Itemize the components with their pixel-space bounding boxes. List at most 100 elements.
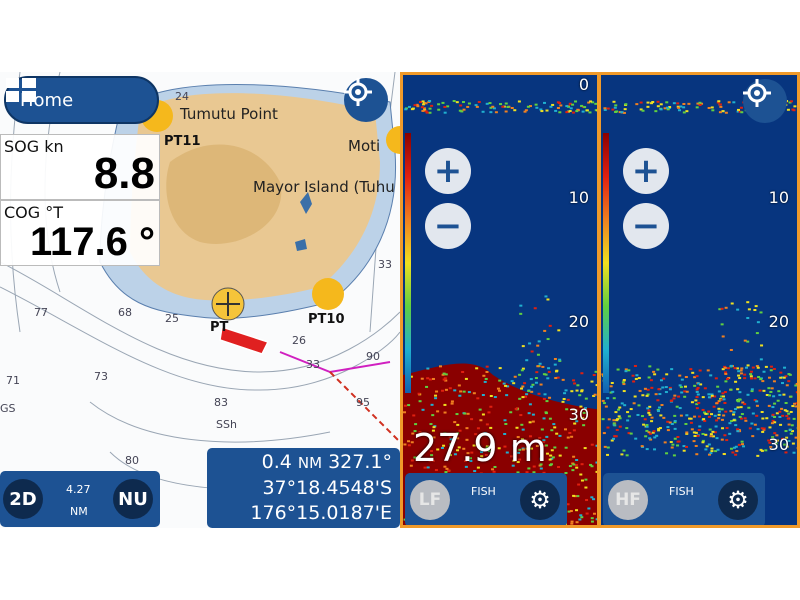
echo-return [484,377,488,380]
echo-return [744,419,748,422]
echo-return [621,381,625,384]
echo-return [695,375,699,378]
echo-return [410,441,414,444]
echo-return [645,394,649,397]
echo-return [407,440,411,443]
echo-return [772,380,776,383]
sonar-mode[interactable]: FISH [471,485,496,498]
depth-tick: 30 [568,405,589,424]
echo-return [771,436,775,439]
home-button[interactable]: Home [4,76,159,124]
sog-databox[interactable]: SOG kn 8.8 [0,134,160,200]
cog-databox[interactable]: COG °T 117.6 ° [0,200,160,266]
echo-return [480,451,484,454]
echo-return [784,402,788,405]
depth-tick: 10 [768,188,789,207]
echo-return [589,463,593,466]
sonar-lf-view[interactable]: + − 0 10 20 30 27.9 m LF FISH ⚙ [400,72,600,528]
echo-return [641,394,645,397]
echo-return [625,427,629,430]
echo-return [696,393,700,396]
echo-return [643,418,647,421]
echo-return [431,414,435,417]
echo-return [656,368,660,371]
echo-return [419,101,423,104]
settings-button[interactable]: ⚙ [718,480,758,520]
sonar-hf-view[interactable]: + − 10 20 30 HF FISH ⚙ [600,72,800,528]
zoom-in-button[interactable]: + [623,148,669,194]
zoom-in-button[interactable]: + [425,148,471,194]
echo-return [485,445,489,448]
echo-return [636,413,640,416]
echo-return [786,417,790,420]
echo-return [505,451,509,454]
echo-return [791,405,795,408]
waypoint-label[interactable]: PT10 [308,312,345,327]
echo-return [683,390,687,393]
sog-value: 8.8 [93,149,155,198]
echo-return [612,422,616,425]
echo-return [683,385,687,388]
zoom-out-button[interactable]: − [623,203,669,249]
echo-return [748,427,752,430]
echo-return [672,102,676,105]
echo-return [727,101,731,104]
echo-return [685,445,689,448]
echo-return [404,108,408,111]
echo-return [566,110,570,113]
echo-return [743,417,747,420]
echo-return [466,412,470,415]
echo-return [629,432,633,435]
orientation-toggle[interactable]: NU [113,479,153,519]
echo-return [573,495,577,498]
echo-return [539,108,543,111]
echo-return [528,421,532,424]
echo-return [740,367,744,370]
echo-return [685,414,689,417]
echo-return [615,110,619,113]
echo-return [722,453,726,456]
echo-return [502,382,506,385]
depth-label: 73 [94,370,108,383]
sonar-mode[interactable]: FISH [669,485,694,498]
echo-return [604,405,608,408]
echo-return [579,473,583,476]
echo-return [510,455,514,458]
frequency-button[interactable]: LF [410,480,450,520]
echo-return [488,102,492,105]
echo-return [676,102,680,105]
echo-return [747,308,751,311]
echo-return [695,453,699,456]
echo-return [489,395,493,398]
echo-return [460,110,464,113]
2d-3d-toggle[interactable]: 2D [3,479,43,519]
echo-return [723,434,727,437]
frequency-button[interactable]: HF [608,480,648,520]
echo-return [682,106,686,109]
echo-return [796,447,797,450]
echo-return [443,465,447,468]
echo-return [506,385,510,388]
waypoint-label[interactable]: PT [210,320,229,335]
echo-return [583,407,587,410]
echo-return [762,370,766,373]
center-vessel-button[interactable] [344,78,388,122]
echo-return [724,111,728,114]
echo-return [492,470,496,473]
zoom-out-button[interactable]: − [425,203,471,249]
echo-return [524,395,528,398]
echo-return [575,459,579,462]
chart-view[interactable]: Tumutu Point Mayor Island (Tuhu Moti PT1… [0,72,400,528]
echo-return [563,392,567,395]
echo-return [445,467,449,470]
echo-return [518,458,522,461]
echo-return [566,503,570,506]
waypoint-label[interactable]: PT11 [164,134,201,149]
settings-button[interactable]: ⚙ [520,480,560,520]
echo-return [644,435,648,438]
echo-return [775,434,779,437]
echo-return [782,393,786,396]
echo-return [756,366,760,369]
center-button[interactable] [743,79,787,123]
echo-return [570,390,574,393]
